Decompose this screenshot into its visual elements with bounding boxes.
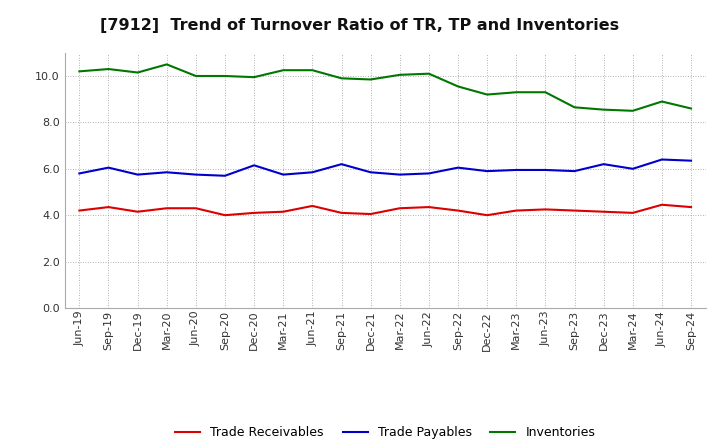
Trade Payables: [454, 165, 462, 170]
Trade Payables: [337, 161, 346, 167]
Trade Payables: [220, 173, 229, 178]
Trade Receivables: [75, 208, 84, 213]
Trade Payables: [541, 167, 550, 172]
Trade Payables: [657, 157, 666, 162]
Trade Payables: [308, 170, 317, 175]
Line: Trade Payables: Trade Payables: [79, 160, 691, 176]
Inventories: [75, 69, 84, 74]
Trade Payables: [104, 165, 113, 170]
Inventories: [687, 106, 696, 111]
Trade Payables: [687, 158, 696, 163]
Trade Receivables: [279, 209, 287, 214]
Trade Receivables: [570, 208, 579, 213]
Inventories: [454, 84, 462, 89]
Trade Receivables: [395, 205, 404, 211]
Inventories: [541, 90, 550, 95]
Inventories: [337, 76, 346, 81]
Trade Payables: [599, 161, 608, 167]
Inventories: [104, 66, 113, 72]
Inventories: [512, 90, 521, 95]
Trade Payables: [163, 170, 171, 175]
Inventories: [163, 62, 171, 67]
Trade Receivables: [687, 205, 696, 210]
Inventories: [366, 77, 375, 82]
Trade Payables: [483, 169, 492, 174]
Trade Receivables: [366, 211, 375, 216]
Trade Receivables: [425, 205, 433, 210]
Inventories: [483, 92, 492, 97]
Trade Receivables: [250, 210, 258, 216]
Trade Receivables: [454, 208, 462, 213]
Inventories: [599, 107, 608, 112]
Inventories: [425, 71, 433, 76]
Inventories: [657, 99, 666, 104]
Inventories: [250, 74, 258, 80]
Legend: Trade Receivables, Trade Payables, Inventories: Trade Receivables, Trade Payables, Inven…: [170, 422, 600, 440]
Line: Inventories: Inventories: [79, 64, 691, 111]
Inventories: [133, 70, 142, 75]
Trade Payables: [512, 167, 521, 172]
Text: [7912]  Trend of Turnover Ratio of TR, TP and Inventories: [7912] Trend of Turnover Ratio of TR, TP…: [100, 18, 620, 33]
Trade Payables: [279, 172, 287, 177]
Trade Receivables: [337, 210, 346, 216]
Inventories: [395, 72, 404, 77]
Inventories: [570, 105, 579, 110]
Trade Payables: [75, 171, 84, 176]
Trade Receivables: [512, 208, 521, 213]
Inventories: [308, 68, 317, 73]
Inventories: [220, 73, 229, 79]
Trade Payables: [629, 166, 637, 172]
Trade Receivables: [163, 205, 171, 211]
Trade Receivables: [104, 205, 113, 210]
Trade Receivables: [541, 207, 550, 212]
Trade Payables: [425, 171, 433, 176]
Inventories: [279, 68, 287, 73]
Trade Payables: [250, 163, 258, 168]
Trade Receivables: [133, 209, 142, 214]
Trade Receivables: [192, 205, 200, 211]
Trade Payables: [395, 172, 404, 177]
Trade Receivables: [629, 210, 637, 216]
Trade Receivables: [308, 203, 317, 209]
Trade Payables: [366, 170, 375, 175]
Trade Receivables: [657, 202, 666, 207]
Inventories: [192, 73, 200, 79]
Trade Receivables: [483, 213, 492, 218]
Trade Payables: [192, 172, 200, 177]
Trade Payables: [133, 172, 142, 177]
Trade Receivables: [599, 209, 608, 214]
Line: Trade Receivables: Trade Receivables: [79, 205, 691, 215]
Inventories: [629, 108, 637, 114]
Trade Payables: [570, 169, 579, 174]
Trade Receivables: [220, 213, 229, 218]
